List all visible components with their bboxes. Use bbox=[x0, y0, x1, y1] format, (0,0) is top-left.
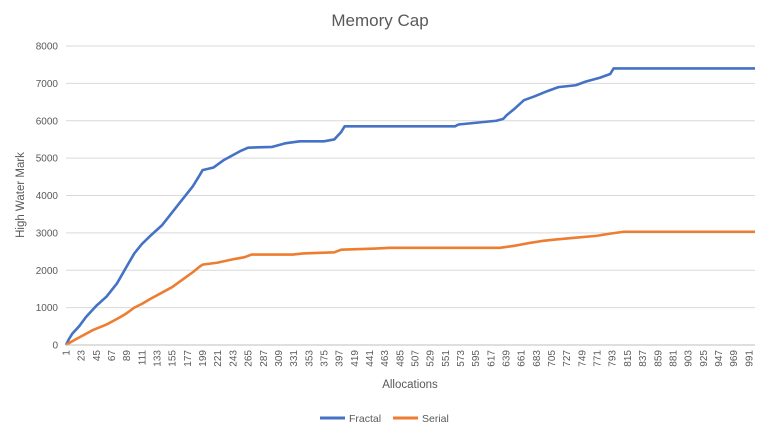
x-tick-label: 23 bbox=[77, 350, 88, 362]
x-tick-label: 309 bbox=[274, 350, 285, 367]
x-tick-label: 287 bbox=[259, 350, 270, 367]
y-tick-label: 1000 bbox=[36, 303, 59, 314]
series-lines bbox=[64, 67, 755, 347]
x-tick-label: 595 bbox=[471, 350, 482, 367]
x-tick-label: 529 bbox=[426, 350, 437, 367]
x-tick-label: 573 bbox=[456, 350, 467, 367]
legend-label-serial: Serial bbox=[422, 413, 449, 425]
x-tick-label: 441 bbox=[365, 350, 376, 367]
x-tick-label: 705 bbox=[547, 350, 558, 367]
x-tick-label: 45 bbox=[92, 350, 103, 362]
x-tick-label: 243 bbox=[228, 350, 239, 367]
legend-label-fractal: Fractal bbox=[349, 413, 381, 425]
y-tick-label: 2000 bbox=[36, 266, 59, 277]
x-tick-label: 463 bbox=[380, 350, 391, 367]
x-tick-label: 991 bbox=[744, 350, 755, 367]
x-tick-label: 617 bbox=[486, 350, 497, 367]
x-tick-label: 133 bbox=[153, 350, 164, 367]
y-tick-label: 0 bbox=[52, 341, 58, 352]
x-tick-label: 375 bbox=[319, 350, 330, 367]
x-tick-label: 177 bbox=[183, 350, 194, 367]
y-tick-label: 5000 bbox=[36, 154, 59, 165]
series-line-fractal bbox=[64, 67, 755, 346]
chart-title: Memory Cap bbox=[331, 11, 428, 30]
x-tick-label: 947 bbox=[714, 350, 725, 367]
series-line-serial bbox=[65, 230, 755, 347]
legend: Fractal Serial bbox=[320, 413, 449, 425]
x-tick-label: 661 bbox=[517, 350, 528, 367]
y-axis-ticks: 0 1000 2000 3000 4000 5000 6000 7000 8000 bbox=[36, 42, 59, 352]
x-tick-label: 727 bbox=[562, 350, 573, 367]
x-tick-label: 903 bbox=[684, 350, 695, 367]
gridlines bbox=[66, 45, 755, 309]
x-tick-label: 749 bbox=[577, 350, 588, 367]
y-tick-label: 7000 bbox=[36, 79, 59, 90]
x-tick-label: 397 bbox=[335, 350, 346, 367]
y-axis-label: High Water Mark bbox=[15, 152, 27, 238]
x-tick-label: 67 bbox=[107, 350, 118, 362]
x-tick-label: 331 bbox=[289, 350, 300, 367]
y-tick-label: 4000 bbox=[36, 191, 59, 202]
y-tick-label: 8000 bbox=[36, 42, 59, 53]
x-tick-label: 859 bbox=[653, 350, 664, 367]
x-tick-label: 815 bbox=[623, 350, 634, 367]
x-tick-label: 507 bbox=[410, 350, 421, 367]
y-tick-label: 6000 bbox=[36, 116, 59, 127]
x-tick-label: 793 bbox=[608, 350, 619, 367]
x-tick-label: 969 bbox=[729, 350, 740, 367]
x-tick-label: 199 bbox=[198, 350, 209, 367]
x-tick-label: 1 bbox=[62, 350, 73, 356]
x-tick-label: 111 bbox=[137, 350, 148, 366]
x-tick-label: 419 bbox=[350, 350, 361, 367]
x-tick-label: 683 bbox=[532, 350, 543, 367]
x-tick-label: 639 bbox=[502, 350, 513, 367]
x-tick-label: 551 bbox=[441, 350, 452, 367]
x-tick-label: 837 bbox=[638, 350, 649, 367]
x-tick-label: 485 bbox=[395, 350, 406, 367]
x-tick-label: 221 bbox=[213, 350, 224, 367]
y-tick-label: 3000 bbox=[36, 228, 59, 239]
x-tick-label: 881 bbox=[668, 350, 679, 367]
x-tick-label: 353 bbox=[304, 350, 315, 367]
x-tick-label: 89 bbox=[122, 350, 133, 362]
x-axis-label: Allocations bbox=[382, 379, 438, 391]
x-tick-label: 925 bbox=[699, 350, 710, 367]
x-axis-ticks: 1 23 45 67 89 111 133 155 177 199 221 243 265 287 309 3… bbox=[62, 350, 756, 367]
x-tick-label: 155 bbox=[168, 350, 179, 367]
x-tick-label: 771 bbox=[593, 350, 604, 367]
x-tick-label: 265 bbox=[244, 350, 255, 367]
